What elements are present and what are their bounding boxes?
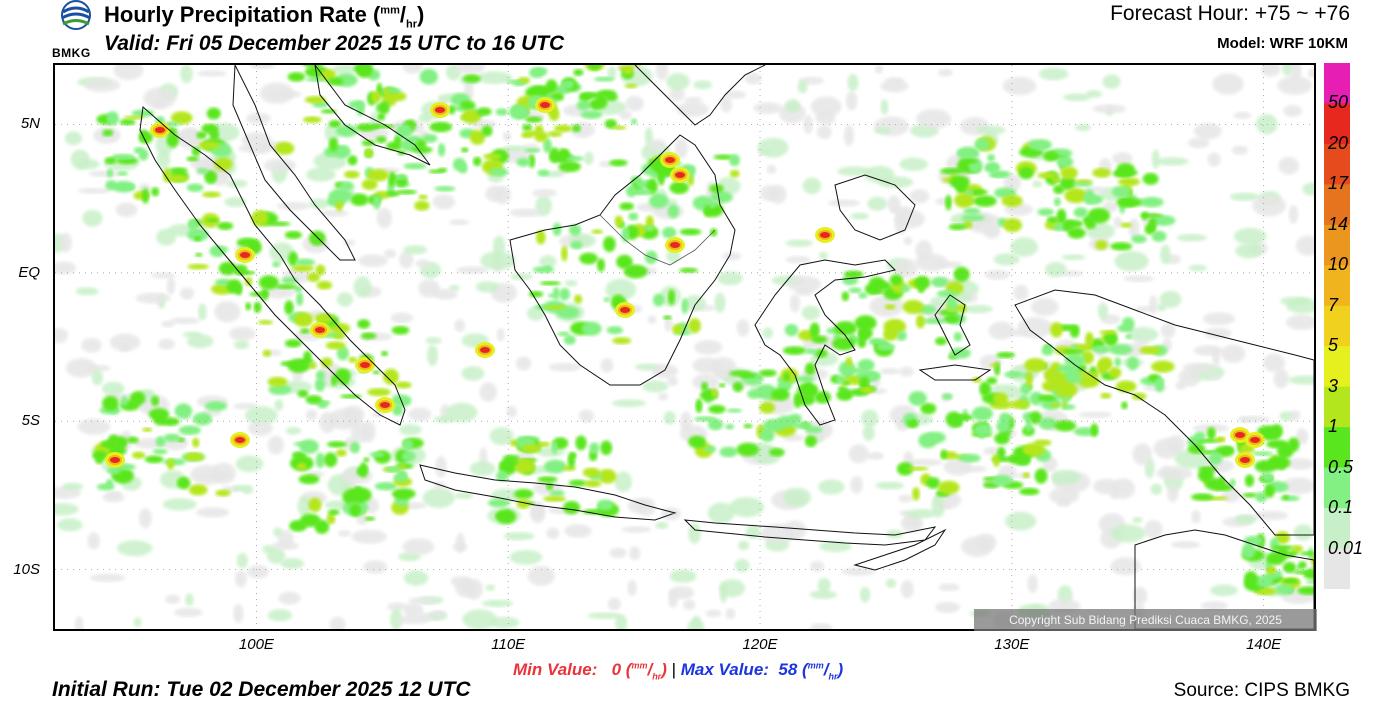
colorbar-swatch <box>1324 224 1350 266</box>
lon-label-110e: 110E <box>491 636 526 653</box>
papua-outline <box>1014 289 1314 536</box>
colorbar-label: 10 <box>1328 254 1349 275</box>
mindanao-outline <box>834 174 916 241</box>
colorbar-label: 0.5 <box>1328 456 1354 477</box>
java-outline <box>419 464 677 521</box>
borneo-border <box>599 214 716 266</box>
colorbar-label: 1 <box>1328 416 1339 437</box>
colorbar-label: 50 <box>1328 92 1349 113</box>
copyright-banner: Copyright Sub Bidang Prediksi Cuaca BMKG… <box>974 609 1317 631</box>
title-unit-top: mm <box>380 4 400 17</box>
forecast-hour: Forecast Hour: +75 ~ +76 <box>1110 2 1350 25</box>
sumatra-outline <box>139 106 406 426</box>
borneo-outline <box>509 134 736 386</box>
max-unit-top: mm <box>807 660 824 671</box>
sulawesi-outline <box>754 259 896 426</box>
min-unit-bottom: hr <box>652 671 662 682</box>
colorbar-label: 7 <box>1328 294 1339 315</box>
lon-label-130e: 130E <box>994 636 1030 653</box>
australia-outline <box>1134 529 1314 629</box>
colorbar-label: 20 <box>1328 132 1349 153</box>
valid-time: Valid: Fri 05 December 2025 15 UTC to 16… <box>104 32 565 55</box>
initial-run: Initial Run: Tue 02 December 2025 12 UTC <box>52 678 471 701</box>
indochina-outline <box>314 65 431 166</box>
map-title: Hourly Precipitation Rate (mm/hr) <box>104 2 425 31</box>
lat-label-eq: EQ <box>18 263 40 281</box>
malay-peninsula-outline <box>232 65 356 261</box>
logo-text: BMKG <box>52 46 91 60</box>
colorbar-swatch <box>1324 265 1350 307</box>
precipitation-map <box>53 63 1316 631</box>
min-value: 0 <box>611 660 622 679</box>
colorbar-label: 5 <box>1328 335 1339 356</box>
colorbar-swatch <box>1324 386 1350 428</box>
colorbar-swatch <box>1324 184 1350 226</box>
separator: | <box>671 660 677 679</box>
colorbar-label: 14 <box>1328 213 1349 234</box>
colorbar-label: 17 <box>1328 173 1349 194</box>
colorbar-label: 0.01 <box>1328 537 1364 558</box>
lat-label-5n: 5N <box>20 115 40 133</box>
max-label: Max Value: <box>680 660 769 679</box>
max-value: 58 <box>778 660 798 679</box>
title-text: Hourly Precipitation Rate <box>104 2 367 27</box>
lon-label-140e: 140E <box>1246 636 1282 653</box>
model-name: Model: WRF 10KM <box>1217 35 1348 52</box>
lat-label-5s: 5S <box>21 412 40 430</box>
maluku-outline <box>934 294 971 356</box>
map-canvas <box>55 65 1314 629</box>
colorbar-swatch <box>1324 103 1350 145</box>
colorbar-swatch <box>1324 508 1350 550</box>
seram-outline <box>918 364 992 381</box>
lat-label-10s: 10S <box>13 560 40 578</box>
colorbar-label: 0.1 <box>1328 497 1354 518</box>
colorbar-swatch <box>1324 548 1350 589</box>
colorbar-swatch <box>1324 63 1350 104</box>
lon-label-120e: 120E <box>742 636 778 653</box>
lon-label-100e: 100E <box>238 636 274 653</box>
bmkg-logo-icon <box>61 0 91 30</box>
timor-outline <box>853 528 947 571</box>
colorbar-swatch <box>1324 143 1350 185</box>
colorbar-label: 3 <box>1328 375 1339 396</box>
rain-layer <box>55 65 1314 629</box>
colorbar-swatch <box>1324 346 1350 388</box>
max-unit-bottom: hr <box>828 671 838 682</box>
colorbar-swatch <box>1324 467 1350 509</box>
title-unit-bottom: hr <box>405 18 417 31</box>
min-max-values: Min Value: 0 (mm/hr) | Max Value: 58 (mm… <box>513 660 844 682</box>
colorbar-swatch <box>1324 305 1350 347</box>
colorbar <box>1324 63 1350 589</box>
source: Source: CIPS BMKG <box>1173 680 1350 701</box>
colorbar-swatch <box>1324 427 1350 469</box>
nusa-tenggara-outline <box>683 519 937 546</box>
philippines-outline <box>634 65 766 126</box>
coastlines <box>139 65 1314 629</box>
min-label: Min Value: <box>513 660 598 679</box>
min-unit-top: mm <box>631 660 648 671</box>
